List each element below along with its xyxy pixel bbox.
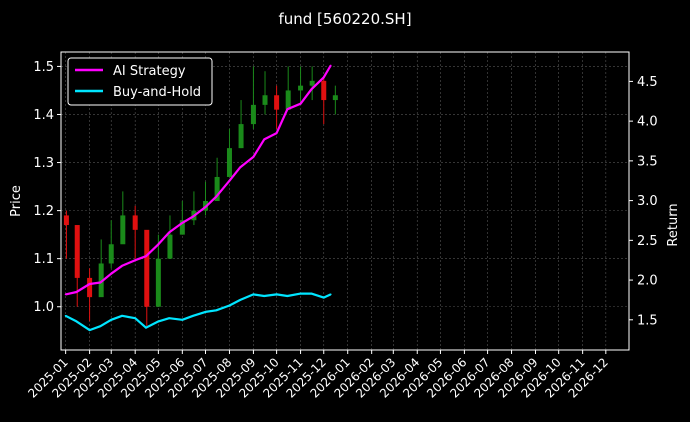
- y-tick-label: 1.3: [33, 156, 54, 171]
- candle-body: [321, 80, 327, 101]
- y2-tick-label: 4.0: [637, 115, 658, 130]
- series-point: [215, 309, 218, 312]
- y2-tick-label: 4.5: [637, 75, 658, 90]
- series-point: [121, 264, 123, 267]
- y-axis-left: 1.0 1.1 1.2 1.3 1.4 1.5: [33, 60, 61, 315]
- y2-tick-label: 2.0: [637, 274, 658, 289]
- series-point: [134, 259, 137, 262]
- y-axis-right: 1.5 2.0 2.5 3.0 3.5 4.0 4.5: [629, 75, 658, 328]
- candle-body: [309, 80, 315, 86]
- series-point: [99, 325, 102, 328]
- series-point: [329, 64, 332, 67]
- candle-body: [274, 95, 280, 110]
- series-point: [88, 283, 91, 285]
- candle-body: [87, 277, 93, 298]
- y2-tick-label: 3.5: [637, 154, 658, 169]
- legend: AI Strategy Buy-and-Hold: [67, 57, 213, 106]
- series-point: [99, 281, 102, 284]
- chart-title: fund [560220.SH]: [278, 10, 411, 28]
- series-point: [88, 329, 91, 332]
- candle-body: [167, 234, 173, 259]
- series-point: [134, 317, 137, 320]
- series-point: [204, 310, 207, 313]
- candle-body: [120, 215, 126, 245]
- series-point: [204, 206, 207, 208]
- series-point: [75, 291, 78, 293]
- series-point: [286, 108, 289, 111]
- candle-body: [285, 90, 291, 110]
- series-point: [275, 293, 278, 296]
- series-point: [263, 138, 266, 141]
- series-point: [252, 155, 255, 158]
- series-point: [252, 293, 255, 296]
- series-point: [299, 292, 302, 295]
- series-point: [64, 293, 67, 296]
- y2-tick-label: 3.0: [637, 194, 658, 209]
- series-line-buy-and-hold: [65, 292, 332, 332]
- series-point: [110, 272, 113, 275]
- series-point: [157, 243, 160, 246]
- candle-body: [226, 148, 232, 177]
- legend-label-buy-and-hold: Buy-and-Hold: [113, 85, 201, 100]
- candle-body: [155, 258, 161, 307]
- y2-tick-label: 1.5: [637, 313, 658, 328]
- series-point: [121, 314, 123, 317]
- y-tick-label: 1.2: [33, 204, 54, 219]
- series-point: [157, 320, 160, 323]
- y-tick-label: 1.5: [33, 60, 54, 75]
- series-point: [239, 299, 242, 301]
- series-point: [239, 166, 242, 169]
- series-line-ai-strategy: [65, 64, 332, 296]
- candle-body: [179, 220, 185, 235]
- candle-body: [63, 215, 69, 226]
- series-point: [75, 320, 78, 323]
- y-tick-label: 1.1: [33, 252, 54, 267]
- y-axis-label: Price: [9, 185, 24, 217]
- series-point: [329, 293, 332, 296]
- candle-body: [98, 263, 104, 298]
- series-point: [192, 215, 195, 218]
- series-point: [299, 102, 302, 105]
- y-tick-label: 1.0: [33, 300, 54, 315]
- y2-axis-label: Return: [666, 203, 681, 246]
- series-point: [263, 295, 266, 297]
- series-point: [215, 195, 218, 198]
- series-point: [168, 231, 171, 234]
- series-point: [192, 314, 195, 317]
- series-point: [181, 318, 184, 321]
- series-point: [228, 179, 231, 182]
- y2-tick-label: 2.5: [637, 234, 658, 249]
- legend-label-ai-strategy: AI Strategy: [113, 64, 186, 79]
- series-point: [275, 132, 278, 134]
- series-point: [322, 296, 325, 299]
- series-point: [322, 76, 325, 79]
- candle-body: [250, 104, 256, 125]
- return-series: [64, 64, 332, 332]
- series-point: [145, 255, 147, 258]
- series-point: [310, 292, 313, 295]
- series-point: [310, 88, 313, 91]
- series-point: [145, 326, 147, 329]
- y-tick-label: 1.4: [33, 108, 54, 123]
- candle-body: [74, 225, 80, 278]
- candle-body: [132, 215, 138, 230]
- legend-box: [67, 57, 213, 106]
- candle-body: [214, 176, 220, 201]
- series-point: [286, 295, 289, 297]
- candle-body: [332, 95, 338, 101]
- series-point: [64, 314, 67, 317]
- candle-body: [144, 229, 150, 307]
- candle-body: [298, 85, 304, 91]
- series-point: [228, 304, 231, 307]
- candle-body: [238, 124, 244, 149]
- series-point: [168, 317, 171, 320]
- series-point: [110, 318, 113, 321]
- candle-body: [108, 244, 114, 264]
- series-point: [181, 221, 184, 224]
- candle-body: [262, 95, 268, 105]
